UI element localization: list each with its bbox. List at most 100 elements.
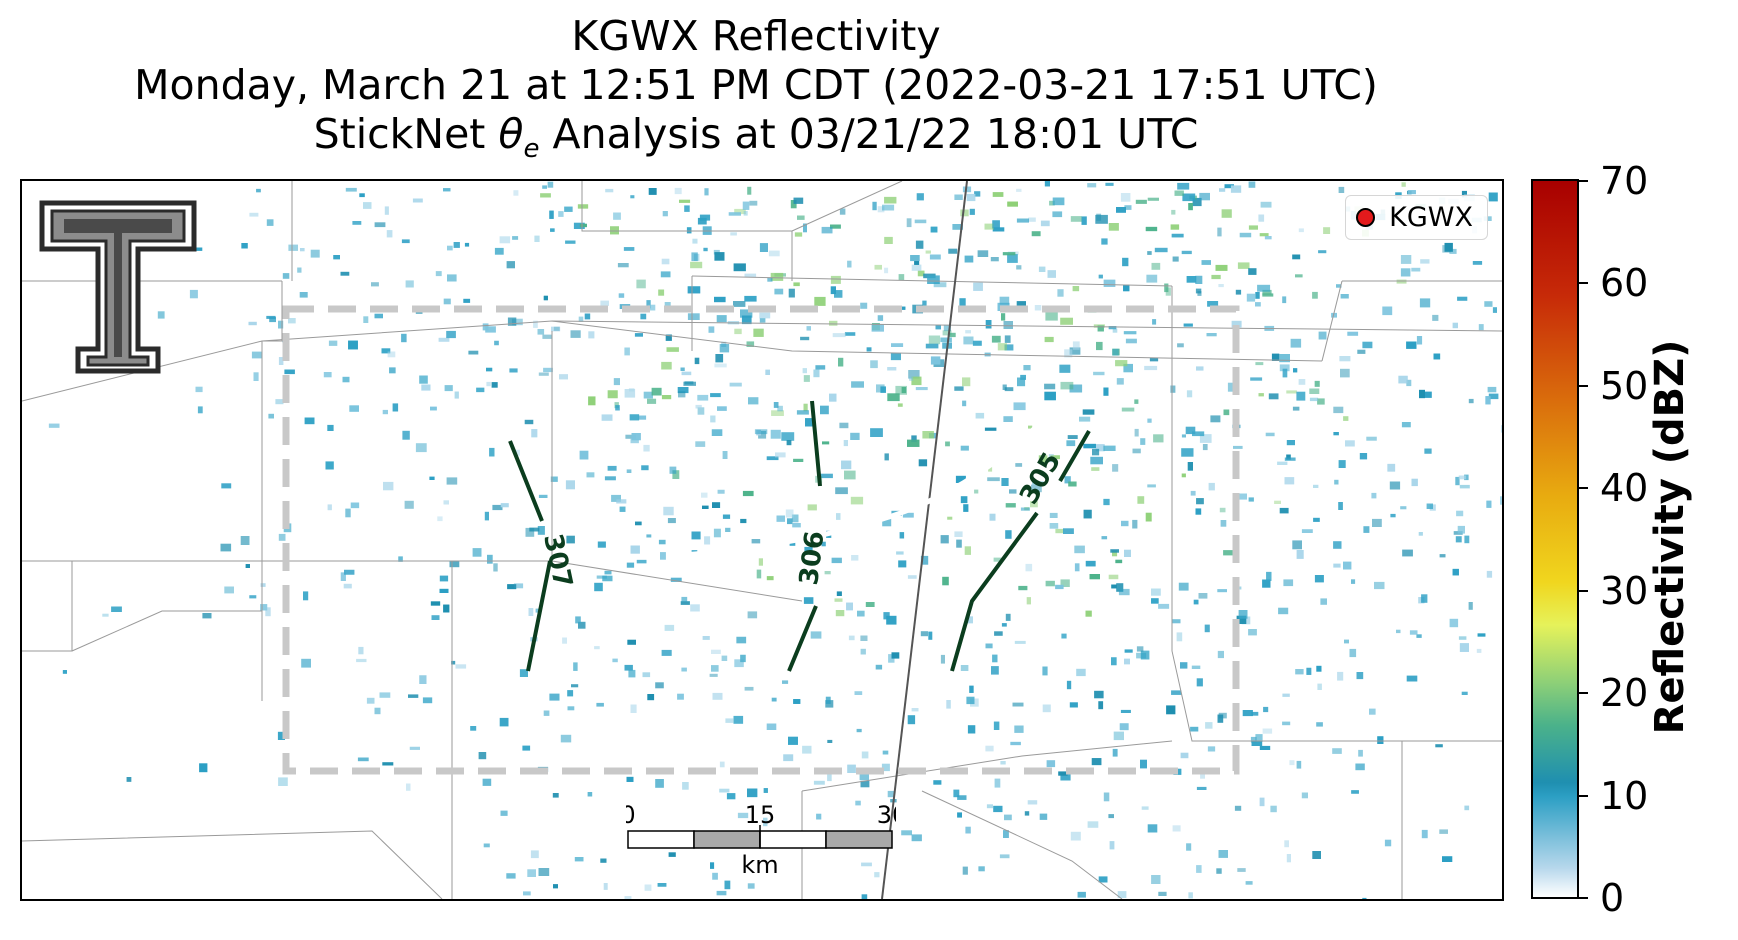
reflectivity-pixel (1076, 668, 1086, 677)
reflectivity-pixel (1296, 760, 1302, 769)
reflectivity-pixel (596, 702, 604, 707)
reflectivity-pixel (345, 508, 351, 518)
reflectivity-pixel (482, 323, 489, 331)
reflectivity-pixel (630, 704, 637, 713)
reflectivity-pixel (788, 736, 798, 745)
radar-map[interactable]: 307 306 305 KGWX 0 15 30 km (20, 179, 1504, 901)
reflectivity-pixel (619, 506, 626, 512)
reflectivity-pixel (626, 776, 634, 782)
reflectivity-pixel (571, 684, 579, 688)
reflectivity-pixel (1421, 829, 1428, 839)
reflectivity-pixel (1112, 550, 1118, 557)
reflectivity-pixel (647, 398, 657, 404)
reflectivity-pixel (928, 335, 941, 345)
reflectivity-pixel (920, 555, 929, 565)
reflectivity-pixel (1132, 519, 1138, 529)
reflectivity-pixel (624, 389, 636, 398)
reflectivity-pixel (1115, 360, 1128, 367)
reflectivity-pixel (260, 583, 266, 587)
reflectivity-pixel (1199, 434, 1212, 443)
reflectivity-pixel (415, 443, 427, 453)
reflectivity-pixel (1464, 805, 1470, 811)
reflectivity-pixel (1092, 448, 1100, 456)
reflectivity-pixel (1044, 383, 1056, 390)
reflectivity-pixel (537, 526, 545, 535)
reflectivity-pixel (1400, 255, 1412, 264)
reflectivity-pixel (560, 734, 572, 743)
reflectivity-pixel (844, 332, 856, 336)
reflectivity-pixel (615, 405, 620, 411)
reflectivity-pixel (1262, 728, 1273, 734)
reflectivity-pixel (805, 418, 814, 427)
map-canvas: 307 306 305 (22, 181, 1502, 899)
reflectivity-pixel (464, 242, 470, 247)
reflectivity-pixel (807, 504, 817, 511)
reflectivity-pixel (1074, 563, 1080, 572)
reflectivity-pixel (1083, 509, 1092, 519)
reflectivity-pixel (803, 403, 808, 412)
reflectivity-pixel (884, 453, 889, 461)
reflectivity-pixel (534, 235, 540, 242)
reflectivity-pixel (328, 340, 338, 346)
reflectivity-pixel (1052, 211, 1063, 218)
reflectivity-pixel (1072, 341, 1080, 350)
reflectivity-pixel (1223, 550, 1233, 556)
reflectivity-pixel (677, 693, 684, 700)
reflectivity-pixel (1227, 382, 1235, 392)
reflectivity-pixel (759, 312, 771, 319)
reflectivity-pixel (489, 447, 495, 457)
reflectivity-pixel (834, 290, 843, 298)
reflectivity-pixel (509, 368, 518, 373)
reflectivity-pixel (487, 554, 493, 564)
reflectivity-pixel (914, 219, 927, 224)
reflectivity-pixel (1338, 186, 1345, 193)
reflectivity-pixel (1186, 843, 1192, 851)
reflectivity-pixel (199, 763, 208, 773)
reflectivity-pixel (747, 788, 758, 798)
reflectivity-pixel (398, 556, 403, 562)
reflectivity-pixel (1416, 336, 1423, 345)
map-legend: KGWX (1345, 195, 1488, 240)
reflectivity-pixel (1282, 693, 1290, 697)
reflectivity-pixel (340, 271, 350, 276)
reflectivity-pixel (1111, 657, 1117, 666)
reflectivity-pixel (383, 481, 394, 491)
reflectivity-pixel (1343, 561, 1352, 570)
reflectivity-pixel (917, 270, 925, 277)
reflectivity-pixel (662, 211, 668, 217)
reflectivity-pixel (1050, 455, 1060, 460)
reflectivity-pixel (240, 536, 250, 545)
reflectivity-pixel (984, 223, 994, 230)
reflectivity-pixel (1085, 560, 1096, 567)
reflectivity-pixel (374, 313, 383, 319)
reflectivity-pixel (485, 326, 496, 333)
reflectivity-pixel (384, 206, 389, 215)
reflectivity-pixel (1009, 489, 1017, 494)
contour-305-line (950, 429, 1091, 672)
reflectivity-pixel (830, 286, 836, 295)
reflectivity-pixel (1456, 510, 1464, 517)
reflectivity-pixel (249, 212, 259, 217)
reflectivity-pixel (787, 518, 793, 525)
reflectivity-pixel (344, 569, 355, 575)
reflectivity-pixel (1478, 324, 1484, 331)
reflectivity-pixel (714, 296, 726, 303)
reflectivity-pixel (973, 282, 983, 291)
reflectivity-pixel (915, 387, 928, 391)
reflectivity-pixel (1017, 377, 1026, 387)
reflectivity-pixel (494, 340, 499, 346)
reflectivity-pixel (1190, 490, 1196, 496)
reflectivity-pixel (522, 745, 531, 751)
reflectivity-pixel (748, 397, 759, 405)
reflectivity-pixel (1419, 298, 1431, 308)
reflectivity-pixel (1400, 268, 1411, 277)
reflectivity-pixel (1401, 422, 1411, 428)
reflectivity-pixel (674, 187, 682, 195)
reflectivity-pixel (702, 636, 710, 640)
reflectivity-pixel (712, 692, 723, 700)
colorbar-tick-60: 60 (1578, 264, 1648, 302)
reflectivity-pixel (1250, 377, 1263, 381)
reflectivity-pixel (1245, 881, 1253, 885)
reflectivity-pixel (989, 513, 996, 521)
reflectivity-pixel (1125, 338, 1137, 344)
